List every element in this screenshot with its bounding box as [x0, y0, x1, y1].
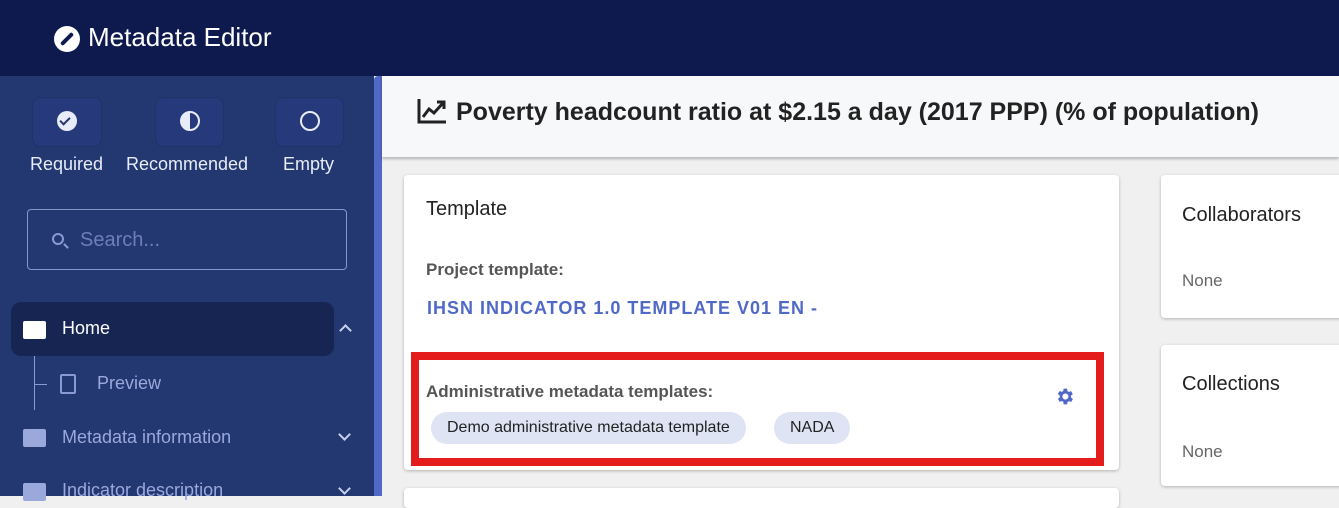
next-card — [404, 488, 1119, 508]
collections-value: None — [1182, 442, 1223, 461]
sidebar-item-label: Metadata information — [62, 427, 232, 447]
folder-icon — [23, 321, 46, 339]
chevron-down-icon — [338, 428, 351, 441]
half-circle-icon — [180, 111, 200, 131]
card-title: Template — [426, 198, 508, 220]
search-input[interactable] — [80, 224, 330, 256]
filter-recommended-button[interactable] — [155, 97, 224, 147]
card-title: Collections — [1182, 373, 1280, 395]
chevron-up-icon[interactable] — [339, 324, 352, 337]
chart-line-icon — [417, 99, 446, 124]
page-header: Poverty headcount ratio at $2.15 a day (… — [382, 76, 1339, 157]
filter-required-button[interactable] — [32, 97, 102, 147]
chevron-down-icon — [338, 482, 351, 495]
drawer-icon — [23, 483, 46, 501]
app-title: Metadata Editor — [88, 22, 272, 52]
check-circle-icon — [57, 111, 77, 131]
sidebar: Required Recommended Empty Home Preview … — [0, 76, 374, 501]
collaborators-value: None — [1182, 271, 1223, 290]
highlight-box — [411, 352, 1104, 466]
search-box — [27, 209, 347, 270]
empty-circle-icon — [300, 111, 320, 131]
filter-empty-button[interactable] — [275, 97, 344, 147]
sidebar-item-label: Preview — [97, 373, 162, 393]
admin-template-chip[interactable]: NADA — [774, 412, 851, 444]
collaborators-card — [1161, 175, 1339, 318]
compass-logo-icon — [54, 26, 80, 52]
page-title: Poverty headcount ratio at $2.15 a day (… — [456, 98, 1259, 126]
tree-branch — [34, 384, 47, 385]
gear-icon[interactable] — [1054, 386, 1075, 407]
admin-templates-label: Administrative metadata templates: — [426, 382, 714, 401]
filter-empty-label: Empty — [283, 154, 335, 174]
filter-required-label: Required — [30, 154, 104, 174]
sidebar-item-home[interactable]: Home — [11, 302, 334, 356]
app-header: Metadata Editor — [0, 0, 1339, 76]
filter-recommended-label: Recommended — [126, 154, 249, 174]
collections-card — [1161, 345, 1339, 486]
tree-line — [34, 356, 35, 410]
drawer-icon — [23, 429, 46, 447]
search-icon — [52, 233, 64, 245]
sidebar-item-label: Indicator description — [62, 480, 224, 500]
sidebar-scrollbar[interactable] — [374, 76, 382, 496]
sidebar-item-label: Home — [62, 318, 111, 338]
card-title: Collaborators — [1182, 204, 1301, 226]
admin-template-chip[interactable]: Demo administrative metadata template — [431, 412, 746, 444]
project-template-label: Project template: — [426, 260, 564, 279]
project-template-link[interactable]: IHSN INDICATOR 1.0 TEMPLATE V01 EN - — [427, 298, 819, 318]
document-icon — [60, 374, 76, 394]
